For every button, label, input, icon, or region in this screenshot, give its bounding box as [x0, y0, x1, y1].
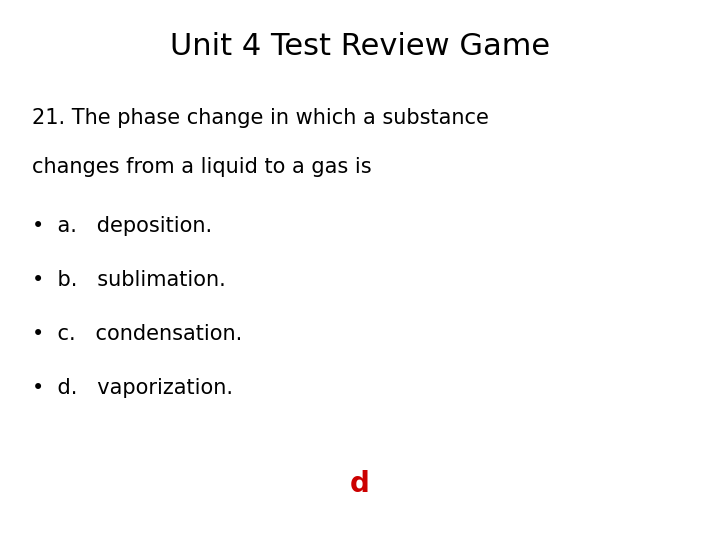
Text: d: d — [350, 470, 370, 498]
Text: 21. The phase change in which a substance: 21. The phase change in which a substanc… — [32, 108, 490, 128]
Text: changes from a liquid to a gas is: changes from a liquid to a gas is — [32, 157, 372, 177]
Text: •  d.   vaporization.: • d. vaporization. — [32, 378, 233, 398]
Text: Unit 4 Test Review Game: Unit 4 Test Review Game — [170, 32, 550, 62]
Text: •  b.   sublimation.: • b. sublimation. — [32, 270, 226, 290]
Text: •  a.   deposition.: • a. deposition. — [32, 216, 212, 236]
Text: •  c.   condensation.: • c. condensation. — [32, 324, 243, 344]
